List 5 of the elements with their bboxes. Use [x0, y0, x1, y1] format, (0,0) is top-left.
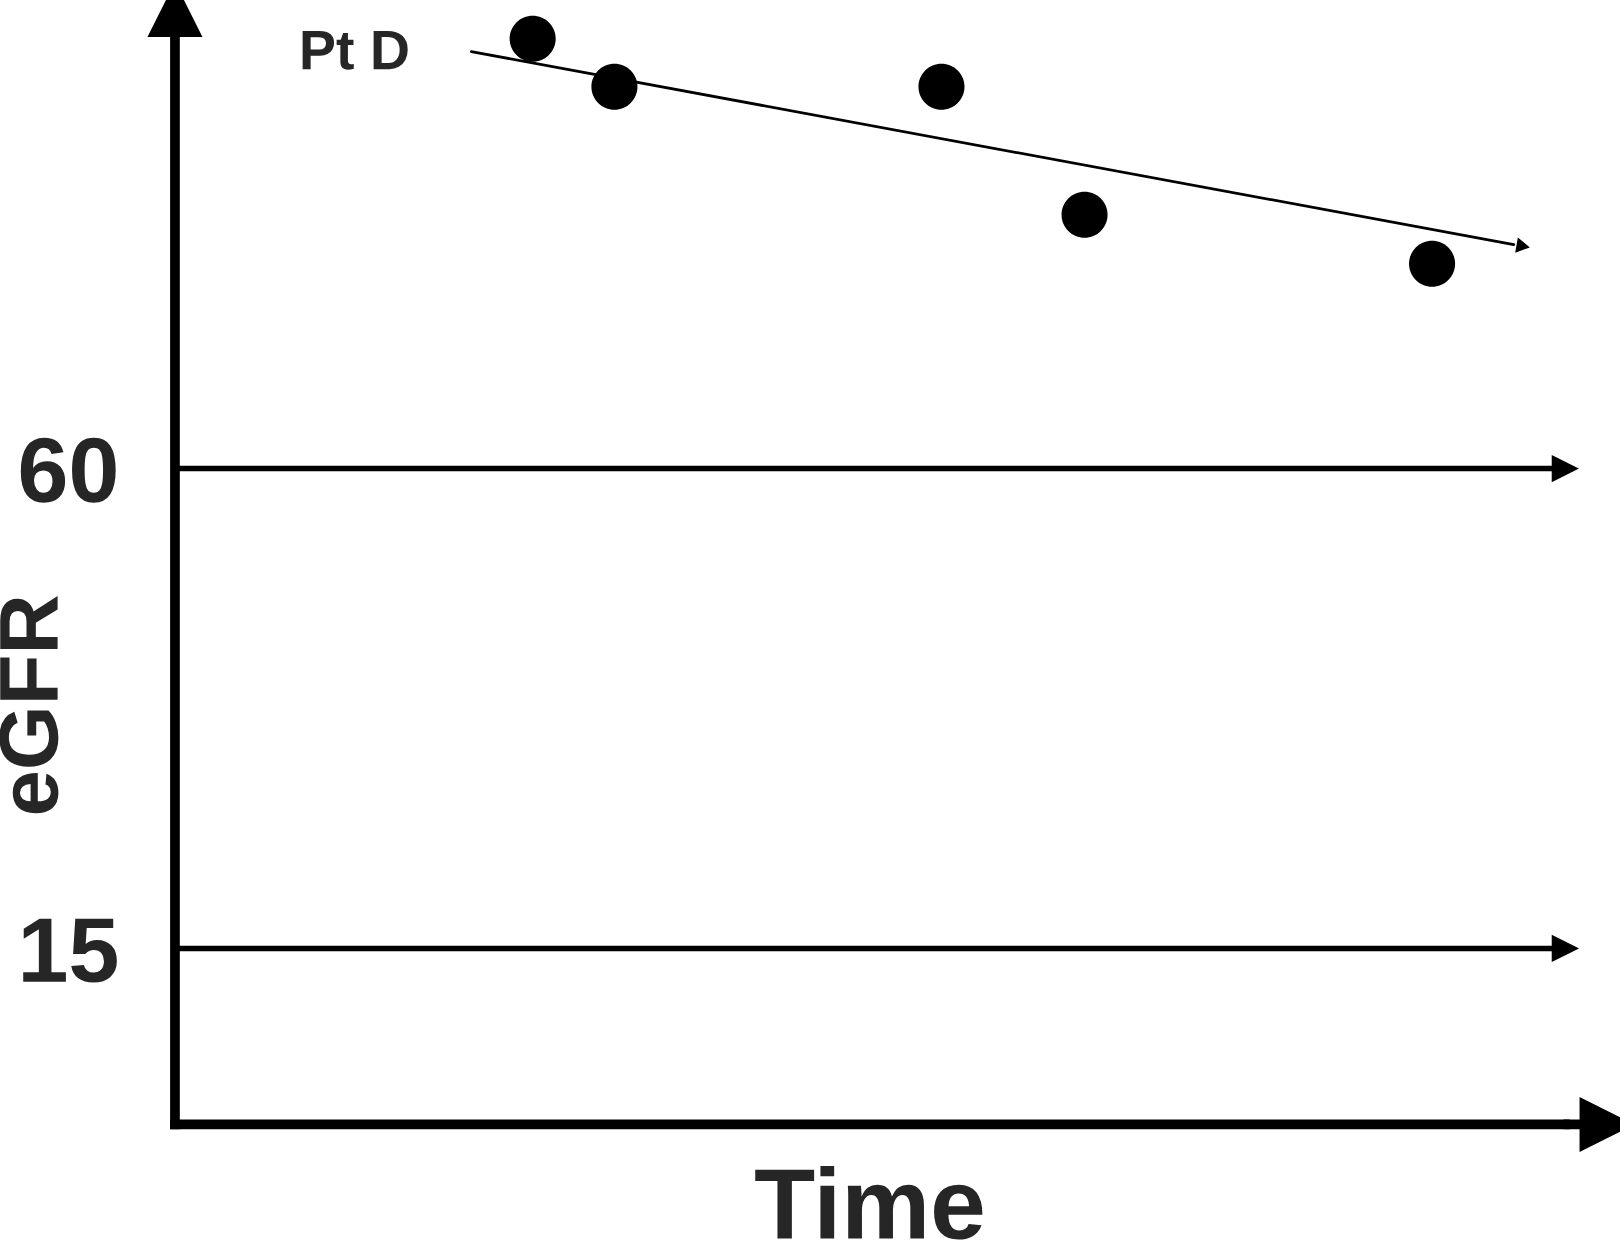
x-axis-title: Time [755, 1166, 983, 1240]
series-label: Pt D [302, 30, 408, 70]
y-tick-label: 15 [23, 918, 117, 983]
y-axis-title: eGFR [0, 595, 59, 814]
y-tick-label: 60 [20, 437, 116, 503]
